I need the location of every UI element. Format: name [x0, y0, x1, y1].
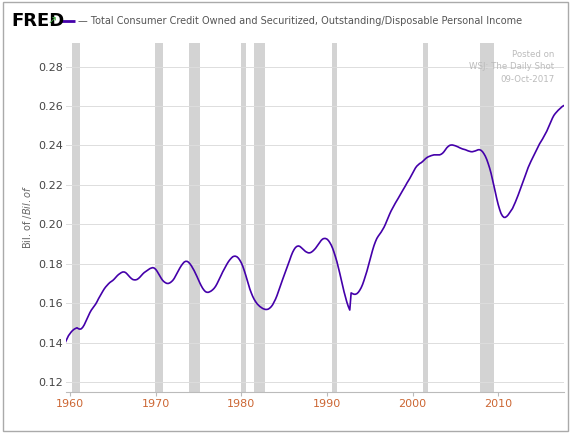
Bar: [423, 43, 428, 392]
Bar: [242, 43, 246, 392]
Text: ↗: ↗: [47, 16, 57, 26]
Bar: [254, 43, 266, 392]
Bar: [72, 43, 80, 392]
Bar: [480, 43, 494, 392]
Bar: [155, 43, 163, 392]
Bar: [189, 43, 200, 392]
Y-axis label: Bil. of $/Bil. of $: Bil. of $/Bil. of $: [21, 185, 34, 249]
Text: FRED: FRED: [11, 13, 65, 30]
Text: — Total Consumer Credit Owned and Securitized, Outstanding/Disposable Personal I: — Total Consumer Credit Owned and Securi…: [78, 16, 522, 26]
Bar: [332, 43, 337, 392]
Text: Posted on
WSJ: The Daily Shot
09-Oct-2017: Posted on WSJ: The Daily Shot 09-Oct-201…: [469, 50, 554, 84]
